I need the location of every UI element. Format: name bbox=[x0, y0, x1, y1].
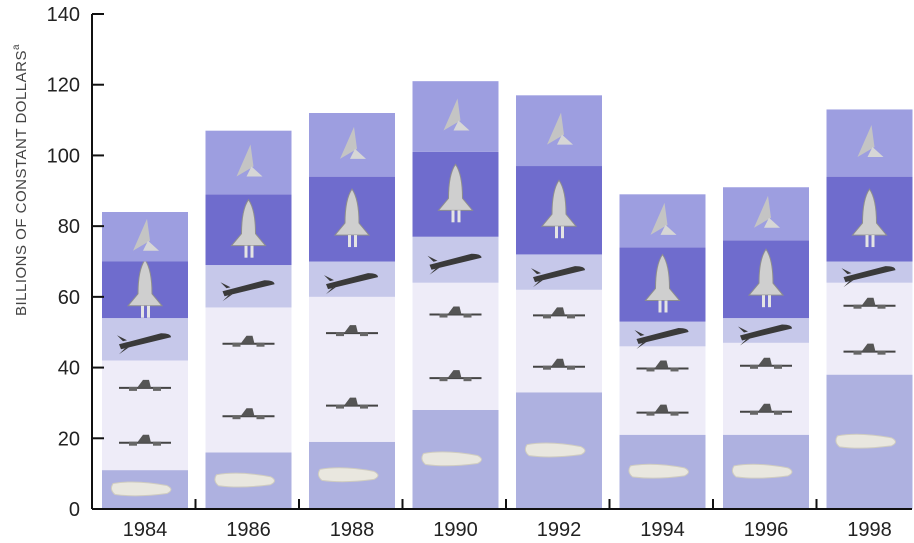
aircraft-icon bbox=[421, 451, 482, 467]
fighter-jet-icon bbox=[636, 360, 689, 372]
y-tick-label: 140 bbox=[47, 4, 80, 26]
y-tick-label: 20 bbox=[58, 428, 80, 450]
fighter-jet-icon bbox=[533, 358, 585, 370]
bar-segment-fighter-jet-1986 bbox=[205, 307, 292, 453]
x-tick-label-1992: 1992 bbox=[537, 519, 582, 541]
space-shuttle-icon bbox=[851, 188, 888, 248]
bars-group bbox=[102, 81, 913, 509]
space-shuttle-icon bbox=[437, 163, 474, 223]
satellite-icon bbox=[650, 202, 677, 235]
fighter-jet-icon bbox=[326, 325, 378, 337]
space-shuttle-icon bbox=[230, 198, 267, 258]
x-axis-ticks: 1984 1986 1988 1990 1992 1994 1996 1998 bbox=[123, 499, 892, 541]
x-tick-label-1988: 1988 bbox=[330, 519, 375, 541]
y-tick-label: 100 bbox=[47, 145, 80, 167]
missile-icon bbox=[427, 253, 482, 275]
space-shuttle-icon bbox=[333, 188, 371, 248]
missile-icon bbox=[117, 333, 171, 355]
space-shuttle-icon bbox=[126, 258, 164, 318]
satellite-icon bbox=[443, 98, 470, 131]
x-tick-label-1994: 1994 bbox=[640, 519, 685, 541]
bar-1998 bbox=[826, 109, 913, 509]
fighter-jet-icon bbox=[636, 404, 689, 416]
y-tick-label: 40 bbox=[58, 358, 80, 380]
bar-1986 bbox=[205, 130, 292, 509]
bar-1988 bbox=[309, 113, 395, 509]
x-tick-label-1996: 1996 bbox=[744, 519, 789, 541]
missile-icon bbox=[841, 266, 896, 288]
fighter-jet-icon bbox=[429, 306, 482, 318]
y-axis-ticks: 0 20 40 60 80 100 120 140 bbox=[47, 4, 104, 521]
satellite-icon bbox=[547, 112, 573, 145]
x-tick-label-1984: 1984 bbox=[123, 519, 168, 541]
aircraft-icon bbox=[214, 472, 275, 488]
aircraft-icon bbox=[731, 463, 793, 479]
space-shuttle-icon bbox=[747, 248, 785, 308]
missile-icon bbox=[220, 280, 275, 302]
y-tick-label: 80 bbox=[58, 216, 80, 238]
bar-1996 bbox=[723, 187, 809, 509]
bar-segment-fighter-jet-1994 bbox=[619, 346, 706, 435]
missile-icon bbox=[324, 273, 378, 295]
bar-segment-fighter-jet-1990 bbox=[412, 282, 499, 410]
fighter-jet-icon bbox=[222, 408, 275, 420]
satellite-icon bbox=[754, 195, 780, 228]
x-tick-label-1998: 1998 bbox=[847, 519, 892, 541]
bar-1992 bbox=[516, 95, 602, 509]
fighter-jet-icon bbox=[326, 397, 378, 409]
bar-1990 bbox=[412, 81, 499, 509]
y-tick-label: 120 bbox=[47, 75, 80, 97]
aircraft-icon bbox=[835, 433, 896, 449]
bar-segment-fighter-jet-1988 bbox=[309, 296, 395, 442]
missile-icon bbox=[531, 266, 585, 288]
fighter-jet-icon bbox=[740, 403, 792, 415]
fighter-jet-icon bbox=[843, 297, 896, 309]
bar-segment-fighter-jet-1992 bbox=[516, 289, 602, 393]
bar-1994 bbox=[619, 194, 706, 509]
aircraft-icon bbox=[628, 463, 689, 479]
bar-segment-fighter-jet-1996 bbox=[723, 342, 809, 435]
satellite-icon bbox=[340, 126, 366, 159]
x-tick-label-1986: 1986 bbox=[226, 519, 271, 541]
fighter-jet-icon bbox=[119, 434, 171, 446]
bar-1984 bbox=[102, 212, 188, 509]
bar-segment-fighter-jet-1998 bbox=[826, 282, 913, 375]
fighter-jet-icon bbox=[119, 379, 171, 391]
y-axis-title: BILLIONS OF CONSTANT DOLLARSa bbox=[11, 44, 30, 316]
bar-segment-fighter-jet-1984 bbox=[102, 360, 188, 471]
y-tick-label: 0 bbox=[69, 499, 80, 521]
missile-icon bbox=[634, 327, 689, 349]
aircraft-icon bbox=[317, 467, 379, 483]
satellite-icon bbox=[133, 218, 159, 251]
space-shuttle-icon bbox=[644, 253, 681, 313]
fighter-jet-icon bbox=[740, 357, 792, 369]
fighter-jet-icon bbox=[533, 307, 585, 319]
aircraft-icon bbox=[110, 481, 172, 497]
satellite-icon bbox=[236, 144, 263, 177]
fighter-jet-icon bbox=[429, 370, 482, 382]
y-tick-label: 60 bbox=[58, 287, 80, 309]
fighter-jet-icon bbox=[222, 335, 275, 347]
missile-icon bbox=[738, 324, 792, 346]
satellite-icon bbox=[857, 125, 884, 158]
x-tick-label-1990: 1990 bbox=[433, 519, 478, 541]
space-shuttle-icon bbox=[540, 179, 578, 239]
aircraft-icon bbox=[524, 442, 586, 458]
fighter-jet-icon bbox=[843, 343, 896, 355]
